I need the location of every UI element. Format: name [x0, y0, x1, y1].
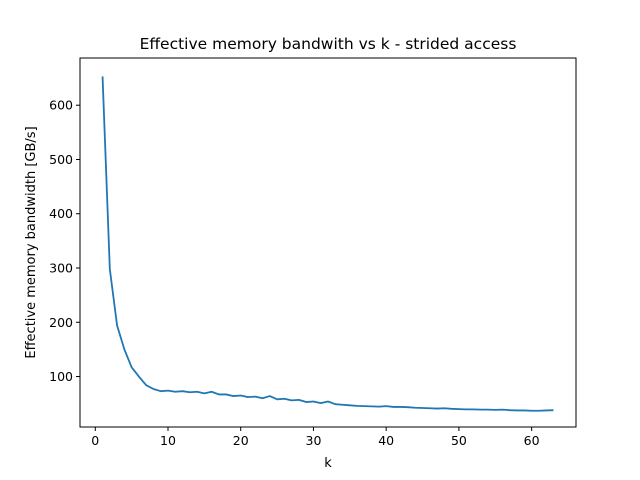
x-tick-label: 40 [378, 433, 394, 448]
x-tick-label: 60 [524, 433, 540, 448]
series-layer [101, 76, 554, 412]
x-axis-label: k [324, 456, 332, 471]
x-axis-ticks: 0 10 20 30 40 50 60 [91, 427, 540, 448]
y-axis-ticks: 100 200 300 400 500 600 [49, 98, 80, 384]
x-tick-label: 30 [306, 433, 322, 448]
y-tick-label: 600 [49, 98, 73, 113]
y-tick-label: 300 [49, 261, 73, 276]
y-axis-label: Effective memory bandwidth [GB/s] [24, 126, 39, 358]
series-line [101, 76, 554, 412]
x-tick-label: 20 [233, 433, 249, 448]
x-tick-label: 10 [160, 433, 176, 448]
plot-frame [79, 57, 577, 428]
y-tick-label: 500 [49, 152, 73, 167]
y-tick-label: 200 [49, 315, 73, 330]
x-tick-label: 0 [91, 433, 99, 448]
y-tick-label: 400 [49, 206, 73, 221]
chart-title: Effective memory bandwith vs k - strided… [140, 35, 517, 53]
y-tick-label: 100 [49, 369, 73, 384]
x-tick-label: 50 [451, 433, 467, 448]
